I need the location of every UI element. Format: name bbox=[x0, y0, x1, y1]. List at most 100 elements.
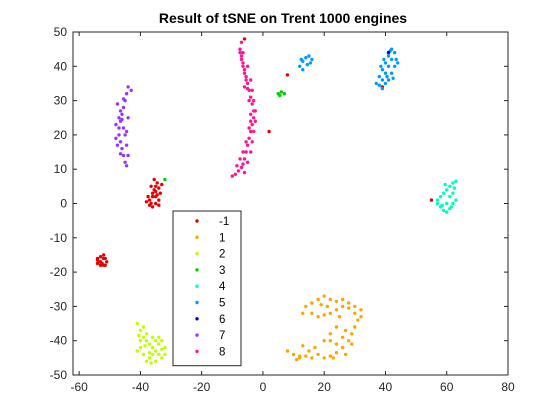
data-point bbox=[340, 297, 345, 302]
data-point bbox=[157, 186, 161, 190]
data-point bbox=[249, 112, 253, 117]
data-point bbox=[242, 85, 247, 89]
y-tick-label: 40 bbox=[54, 59, 68, 73]
data-point bbox=[118, 152, 123, 156]
data-point bbox=[443, 182, 447, 187]
legend: -1 1 2 3 4 5 6 7 8 bbox=[172, 210, 242, 367]
data-point bbox=[150, 335, 155, 339]
legend-marker-8 bbox=[195, 349, 199, 354]
data-point bbox=[247, 126, 251, 130]
data-point bbox=[379, 64, 383, 69]
data-point bbox=[230, 174, 234, 178]
data-point bbox=[452, 186, 457, 190]
legend-marker-1 bbox=[195, 235, 199, 239]
data-point bbox=[253, 119, 257, 123]
data-point bbox=[252, 98, 256, 103]
data-point bbox=[138, 328, 143, 333]
data-point bbox=[238, 47, 242, 51]
data-point bbox=[152, 177, 156, 182]
data-point bbox=[445, 201, 449, 206]
data-point bbox=[249, 150, 253, 154]
data-point bbox=[328, 297, 332, 302]
data-point bbox=[385, 74, 389, 79]
data-point bbox=[241, 64, 245, 69]
data-point bbox=[278, 93, 282, 98]
data-point bbox=[141, 325, 146, 329]
data-point bbox=[138, 339, 143, 343]
y-tick-label: -20 bbox=[50, 265, 68, 279]
data-point bbox=[241, 150, 245, 154]
data-point bbox=[101, 253, 106, 257]
series-6 bbox=[386, 50, 391, 55]
x-tick-label: 0 bbox=[260, 380, 267, 394]
data-point bbox=[235, 164, 239, 168]
data-point bbox=[252, 129, 256, 134]
data-point bbox=[394, 57, 398, 62]
x-tick-label: -20 bbox=[193, 380, 211, 394]
data-point bbox=[454, 179, 458, 183]
data-point bbox=[244, 140, 248, 144]
data-point bbox=[435, 198, 440, 202]
data-point bbox=[158, 191, 162, 195]
data-point bbox=[242, 170, 247, 175]
data-point bbox=[313, 345, 317, 350]
legend-marker-6 bbox=[195, 317, 199, 321]
data-point bbox=[389, 57, 394, 62]
data-point bbox=[383, 71, 388, 75]
data-point bbox=[149, 201, 153, 206]
data-point bbox=[334, 342, 339, 346]
data-point bbox=[114, 136, 118, 140]
data-point bbox=[147, 356, 152, 360]
data-point bbox=[150, 352, 155, 357]
data-point bbox=[249, 95, 253, 99]
data-point bbox=[123, 160, 127, 164]
legend-marker-4 bbox=[195, 284, 199, 288]
data-point bbox=[328, 354, 332, 358]
data-point bbox=[249, 119, 253, 123]
data-point bbox=[252, 116, 256, 120]
legend-label-5: 5 bbox=[219, 298, 225, 310]
data-point bbox=[380, 86, 385, 91]
plot-area: -60 -40 -20 0 20 40 60 80 -50 -40 -30 -20 -10 0 10 20 30… bbox=[50, 25, 515, 394]
data-point bbox=[310, 311, 314, 315]
data-point bbox=[155, 193, 159, 197]
data-point bbox=[382, 57, 386, 62]
legend-label--1: -1 bbox=[219, 216, 229, 228]
data-point bbox=[347, 301, 351, 305]
data-point bbox=[310, 356, 314, 360]
data-point bbox=[146, 194, 150, 199]
data-point bbox=[377, 83, 381, 87]
data-point bbox=[449, 205, 453, 209]
data-point bbox=[124, 143, 129, 147]
data-point bbox=[322, 294, 326, 298]
data-point bbox=[121, 153, 126, 158]
x-tick-label: 40 bbox=[379, 380, 393, 394]
data-point bbox=[150, 345, 155, 350]
data-point bbox=[123, 133, 127, 137]
data-point bbox=[241, 50, 245, 55]
data-point bbox=[442, 208, 446, 213]
legend-marker-7 bbox=[195, 333, 199, 337]
data-point bbox=[451, 181, 455, 185]
data-point bbox=[334, 325, 339, 329]
data-point bbox=[337, 315, 342, 319]
data-point bbox=[121, 105, 126, 110]
data-point bbox=[380, 78, 385, 82]
data-point bbox=[305, 62, 309, 67]
data-point bbox=[137, 333, 141, 338]
x-tick-label: 80 bbox=[501, 380, 515, 394]
data-point bbox=[442, 191, 446, 195]
data-point bbox=[307, 54, 311, 58]
data-point bbox=[160, 347, 164, 351]
data-point bbox=[304, 304, 308, 309]
legend-label-3: 3 bbox=[219, 265, 225, 277]
legend-label-8: 8 bbox=[219, 346, 225, 358]
legend-label-6: 6 bbox=[219, 314, 225, 326]
data-point bbox=[386, 64, 391, 69]
data-point bbox=[294, 357, 299, 362]
data-point bbox=[377, 74, 381, 79]
data-point bbox=[250, 102, 254, 106]
y-tick-label: 10 bbox=[54, 162, 68, 176]
data-point bbox=[245, 64, 250, 69]
